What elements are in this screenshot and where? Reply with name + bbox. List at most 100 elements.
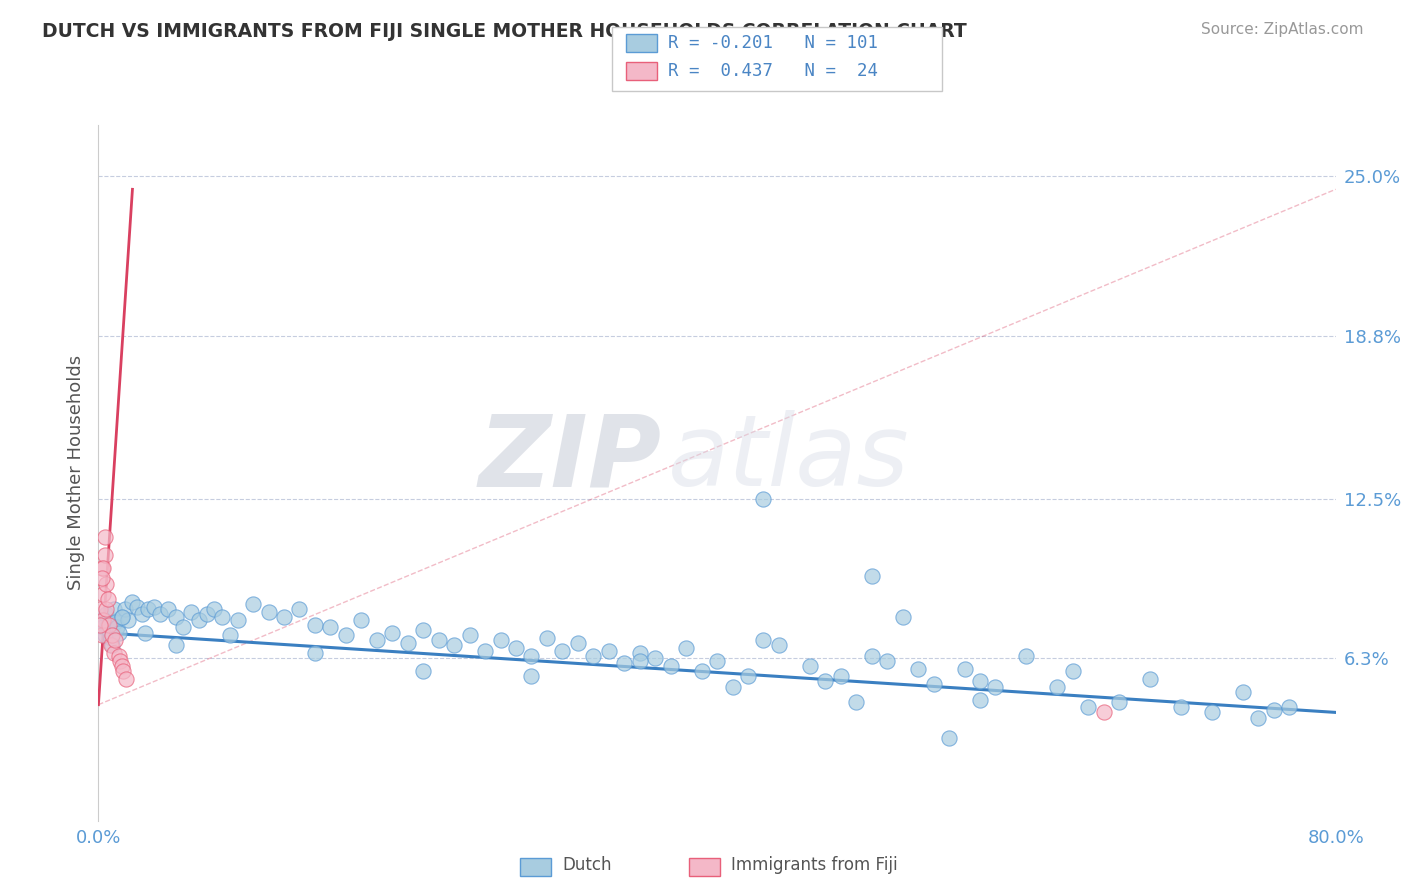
Point — [211, 610, 233, 624]
Point — [93, 628, 115, 642]
Text: DUTCH VS IMMIGRANTS FROM FIJI SINGLE MOTHER HOUSEHOLDS CORRELATION CHART: DUTCH VS IMMIGRANTS FROM FIJI SINGLE MOT… — [42, 22, 967, 41]
Point — [1232, 685, 1254, 699]
Point — [381, 625, 404, 640]
Point — [1201, 706, 1223, 720]
Point — [799, 659, 821, 673]
Point — [319, 620, 342, 634]
Point — [173, 620, 195, 634]
Point — [117, 613, 139, 627]
Point — [628, 646, 651, 660]
Point — [752, 633, 775, 648]
Point — [659, 659, 682, 673]
Point — [134, 625, 156, 640]
Point — [830, 669, 852, 683]
Point — [768, 639, 790, 653]
Point — [1046, 680, 1069, 694]
Point — [114, 602, 136, 616]
Point — [860, 648, 883, 663]
Text: ZIP: ZIP — [478, 410, 661, 508]
Point — [1062, 664, 1084, 678]
Point — [226, 613, 249, 627]
Text: R = -0.201   N = 101: R = -0.201 N = 101 — [668, 34, 877, 52]
Point — [204, 602, 226, 616]
Point — [100, 639, 122, 653]
Point — [860, 569, 883, 583]
Point — [103, 646, 125, 660]
Point — [1247, 710, 1270, 724]
Point — [104, 615, 127, 630]
Point — [136, 602, 159, 616]
Point — [984, 680, 1007, 694]
Text: Source: ZipAtlas.com: Source: ZipAtlas.com — [1201, 22, 1364, 37]
Point — [165, 639, 187, 653]
Point — [752, 491, 775, 506]
Point — [89, 602, 111, 616]
Point — [90, 628, 112, 642]
Point — [551, 643, 574, 657]
Point — [219, 628, 242, 642]
Point — [891, 610, 914, 624]
Point — [103, 602, 125, 616]
Point — [288, 602, 311, 616]
Point — [91, 561, 114, 575]
Point — [536, 631, 558, 645]
Point — [242, 597, 264, 611]
Point — [628, 654, 651, 668]
Point — [474, 643, 496, 657]
Point — [304, 646, 326, 660]
Point — [89, 617, 111, 632]
Point — [96, 602, 118, 616]
Point — [1077, 700, 1099, 714]
Point — [104, 633, 127, 648]
Point — [582, 648, 605, 663]
Point — [107, 648, 129, 663]
Point — [115, 672, 138, 686]
Point — [613, 657, 636, 671]
Point — [131, 607, 153, 622]
Text: R =  0.437   N =  24: R = 0.437 N = 24 — [668, 62, 877, 80]
Point — [520, 669, 543, 683]
Point — [412, 623, 434, 637]
Point — [91, 620, 114, 634]
Point — [165, 610, 187, 624]
Point — [350, 613, 373, 627]
Point — [101, 639, 124, 653]
Point — [304, 617, 326, 632]
Point — [396, 636, 419, 650]
Point — [366, 633, 388, 648]
Point — [93, 548, 115, 562]
Point — [90, 571, 112, 585]
Point — [675, 640, 697, 655]
Point — [157, 602, 180, 616]
Point — [96, 576, 118, 591]
Point — [1092, 706, 1115, 720]
Point — [520, 648, 543, 663]
Point — [1170, 700, 1192, 714]
Point — [93, 530, 115, 544]
Point — [97, 592, 120, 607]
Text: atlas: atlas — [668, 410, 910, 508]
Point — [1139, 672, 1161, 686]
Point — [412, 664, 434, 678]
Point — [814, 674, 837, 689]
Point — [273, 610, 295, 624]
Y-axis label: Single Mother Households: Single Mother Households — [66, 355, 84, 591]
Point — [458, 628, 481, 642]
Point — [96, 607, 118, 622]
Point — [149, 607, 172, 622]
Point — [721, 680, 744, 694]
Point — [90, 561, 112, 575]
Point — [969, 674, 991, 689]
Point — [567, 636, 589, 650]
Point — [644, 651, 666, 665]
Point — [505, 640, 527, 655]
Point — [143, 599, 166, 614]
Point — [100, 631, 122, 645]
Point — [953, 662, 976, 676]
Point — [1278, 700, 1301, 714]
Text: Dutch: Dutch — [562, 856, 612, 874]
Point — [188, 613, 211, 627]
Point — [91, 613, 114, 627]
Point — [706, 654, 728, 668]
Point — [1263, 703, 1285, 717]
